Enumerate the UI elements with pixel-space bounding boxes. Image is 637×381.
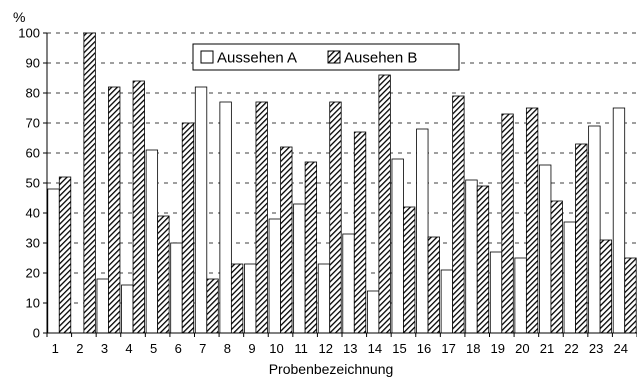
x-tick-label: 17 [441,341,455,356]
bar-aussehen-a [268,218,281,334]
bar-aussehen-a [539,164,552,334]
bar-ausehen-b [353,131,367,334]
bar-ausehen-b [599,239,613,334]
x-axis-title: Probenbezeichnung [269,361,394,377]
bar-ausehen-b [427,236,440,334]
bar-ausehen-b [476,185,490,334]
bar-aussehen-a [342,233,355,334]
bar-ausehen-b [157,215,170,334]
y-tick-label: 80 [26,86,40,101]
bar-ausehen-b [403,206,416,334]
x-tick-label: 2 [76,341,83,356]
bar-ausehen-b [624,257,637,334]
x-tick-label: 14 [368,341,382,356]
bar-aussehen-a [96,278,109,334]
y-tick-label: 70 [26,116,40,131]
bar-ausehen-b [550,200,563,334]
bar-ausehen-b [304,161,318,334]
x-tick-label: 6 [175,341,182,356]
bar-ausehen-b [83,32,96,334]
bar-aussehen-a [317,263,331,334]
bar-ausehen-b [378,74,391,334]
bar-aussehen-a [612,107,626,334]
bar-ausehen-b [501,113,514,334]
y-tick-label: 90 [26,56,40,71]
x-tick-label: 1 [52,341,59,356]
x-tick-label: 7 [199,341,206,356]
x-tick-label: 20 [515,341,529,356]
bar-ausehen-b [132,80,145,334]
legend-box [192,43,460,71]
x-tick-label: 23 [589,341,603,356]
y-tick-label: 30 [26,236,40,251]
x-tick-label: 8 [224,341,231,356]
bar-aussehen-a [194,86,208,334]
y-tick-label: 100 [18,26,40,41]
bar-aussehen-a [440,269,454,334]
bar-ausehen-b [255,101,268,334]
bar-aussehen-a [563,221,576,334]
bar-ausehen-b [181,122,195,334]
bar-aussehen-a [170,242,183,334]
y-tick-label: 20 [26,266,40,281]
x-tick-label: 12 [318,341,332,356]
x-tick-label: 15 [392,341,406,356]
bar-aussehen-a [588,125,601,334]
bar-ausehen-b [58,176,72,334]
bar-aussehen-a [514,257,527,334]
x-tick-label: 21 [540,341,554,356]
legend-label-ausehen-b: Ausehen B [344,50,417,67]
legend-swatch-ausehen-b [327,50,341,64]
bar-ausehen-b [108,86,121,334]
bar-aussehen-a [219,101,232,334]
x-tick-label: 18 [466,341,480,356]
bar-aussehen-a [465,179,478,334]
x-tick-label: 3 [101,341,108,356]
bar-aussehen-a [121,284,134,334]
bar-ausehen-b [525,107,539,334]
bar-aussehen-a [416,128,429,334]
bar-ausehen-b [206,278,219,334]
x-tick-label: 5 [150,341,157,356]
bar-ausehen-b [575,143,588,334]
bar-aussehen-a [366,290,380,334]
x-tick-label: 11 [294,341,308,356]
bar-aussehen-a [145,149,159,334]
x-tick-label: 16 [417,341,431,356]
bar-ausehen-b [280,146,293,334]
bar-aussehen-a [293,203,306,334]
legend-label-aussehen-a: Aussehen A [217,50,297,67]
bar-aussehen-a [244,263,257,334]
bar-aussehen-a [47,188,60,334]
x-tick-label: 24 [613,341,627,356]
y-tick-label: 40 [26,206,40,221]
bar-ausehen-b [230,263,244,334]
x-tick-label: 4 [125,341,132,356]
x-tick-label: 22 [564,341,578,356]
x-tick-label: 13 [343,341,357,356]
bar-ausehen-b [452,95,465,334]
legend-swatch-aussehen-a [200,50,214,64]
x-tick-label: 9 [248,341,255,356]
y-axis-title: % [13,9,25,25]
y-tick-label: 60 [26,146,40,161]
bar-ausehen-b [329,101,342,334]
y-tick-label: 0 [33,326,40,341]
bar-aussehen-a [489,251,503,334]
x-tick-label: 19 [491,341,505,356]
x-tick-label: 10 [269,341,283,356]
y-tick-label: 50 [26,176,40,191]
bar-aussehen-a [391,158,404,334]
y-tick-label: 10 [26,296,40,311]
